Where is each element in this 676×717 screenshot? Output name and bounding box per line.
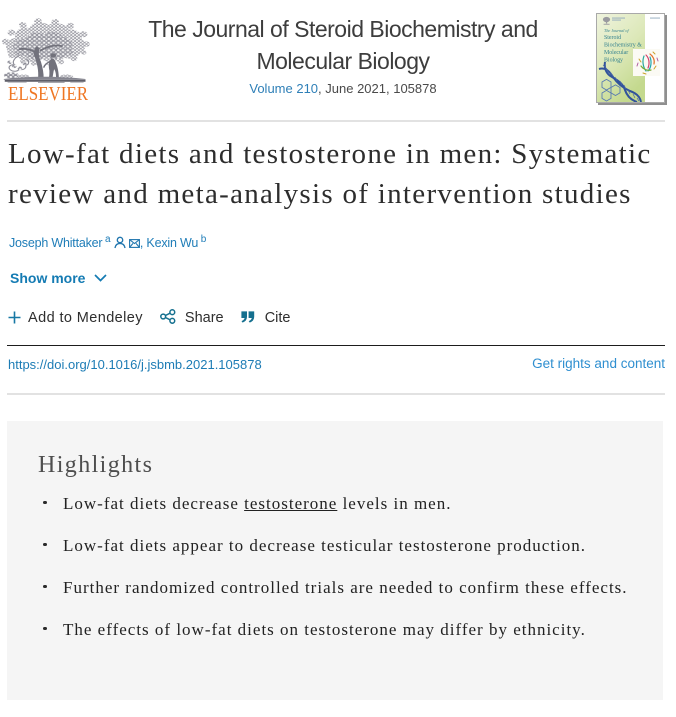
- svg-text:The Journal of: The Journal of: [604, 28, 629, 33]
- svg-text:Biology: Biology: [604, 58, 623, 64]
- svg-text:Biochemistry &: Biochemistry &: [604, 43, 642, 49]
- svg-text:Molecular: Molecular: [604, 50, 628, 56]
- svg-text:Steroid: Steroid: [604, 35, 621, 41]
- svg-text:ELSEVIER: ELSEVIER: [8, 83, 88, 105]
